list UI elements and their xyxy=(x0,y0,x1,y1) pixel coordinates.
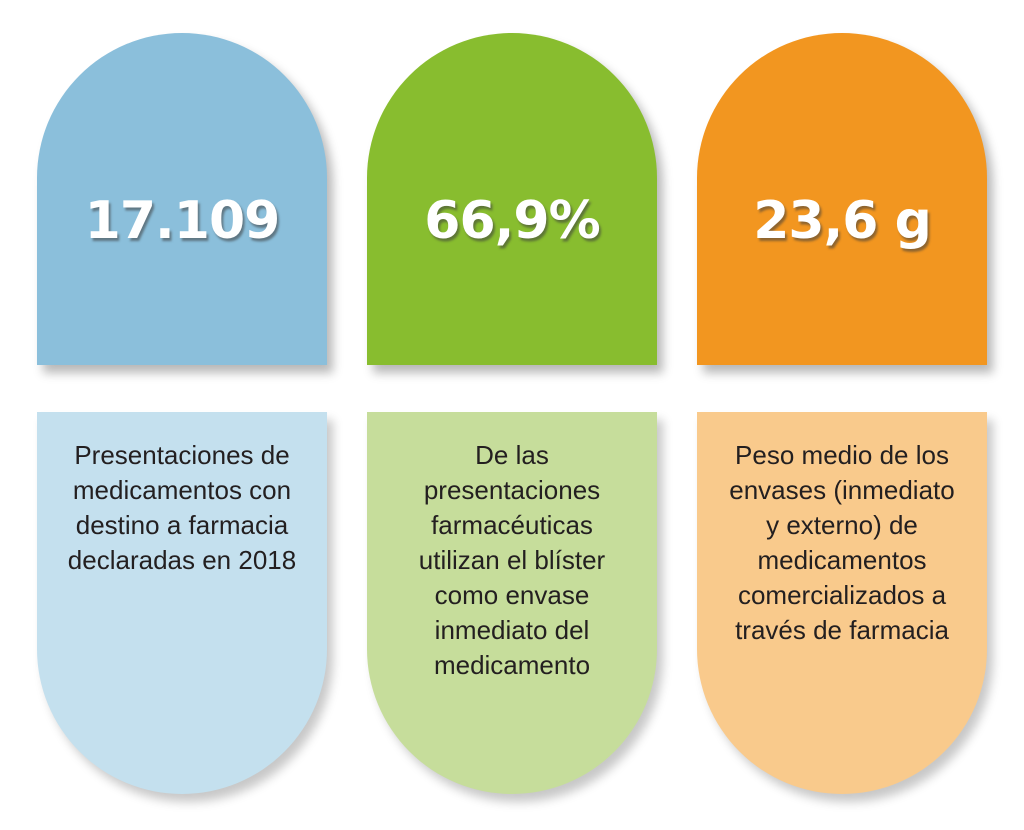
stat-value: 17.109 xyxy=(84,191,281,251)
stat-card-top: 17.109 xyxy=(37,33,327,365)
stat-value: 66,9% xyxy=(424,191,600,251)
stat-description: Presentaciones de medicamentos con desti… xyxy=(67,440,297,575)
stat-value: 23,6 g xyxy=(753,191,932,251)
stat-card-top: 23,6 g xyxy=(697,33,987,365)
stat-card-bottom: Presentaciones de medicamentos con desti… xyxy=(37,412,327,794)
stat-description: Peso medio de los envases (inmediato y e… xyxy=(729,440,955,645)
stat-description: De las presentaciones farmacéuticas util… xyxy=(418,440,606,680)
stat-card-bottom: De las presentaciones farmacéuticas util… xyxy=(367,412,657,794)
stat-card-bottom: Peso medio de los envases (inmediato y e… xyxy=(697,412,987,794)
stat-card-top: 66,9% xyxy=(367,33,657,365)
